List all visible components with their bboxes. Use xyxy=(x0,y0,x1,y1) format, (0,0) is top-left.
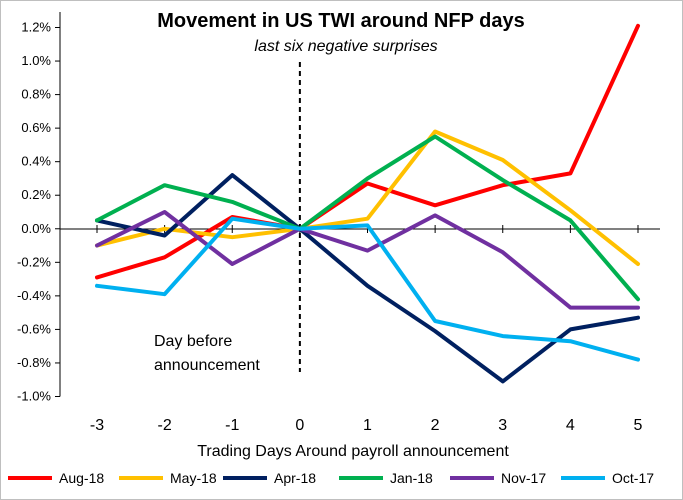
x-tick-label: 2 xyxy=(431,417,440,434)
x-tick-label: 0 xyxy=(295,417,304,434)
legend-label-apr-18: Apr-18 xyxy=(274,470,316,486)
legend: Aug-18 May-18 Apr-18 Jan-18 Nov-17 Oct-17 xyxy=(8,470,654,486)
y-tick-label: -1.0% xyxy=(17,389,51,404)
y-tick-label: -0.8% xyxy=(17,355,51,370)
y-tick-label: 0.8% xyxy=(21,87,51,102)
y-tick-label: 0.6% xyxy=(21,120,51,135)
chart-subtitle: last six negative surprises xyxy=(254,38,437,55)
y-tick-label: -0.4% xyxy=(17,288,51,303)
legend-label-jan-18: Jan-18 xyxy=(390,470,433,486)
y-axis: -1.0% -0.8% -0.6% -0.4% -0.2% 0.0% 0.2% 0.4% 0.6… xyxy=(17,12,61,404)
x-axis: -3 -2 -1 0 1 2 3 4 5 xyxy=(60,225,660,434)
x-tick-label: 4 xyxy=(566,417,575,434)
series-layer xyxy=(95,23,640,384)
x-tick-label: -1 xyxy=(225,417,239,434)
x-tick-label: 1 xyxy=(363,417,372,434)
legend-label-oct-17: Oct-17 xyxy=(612,470,654,486)
series-line-may-18 xyxy=(95,129,640,266)
series-line-oct-17 xyxy=(95,216,640,362)
annotation-line2: announcement xyxy=(154,357,260,374)
y-tick-label: -0.6% xyxy=(17,321,51,336)
y-tick-label: 0.0% xyxy=(21,221,51,236)
series-line-jan-18 xyxy=(95,134,640,302)
legend-label-may-18: May-18 xyxy=(170,470,217,486)
y-tick-label: -0.2% xyxy=(17,254,51,269)
x-tick-label: 5 xyxy=(634,417,643,434)
series-line-apr-18 xyxy=(95,173,640,384)
y-tick-label: 0.4% xyxy=(21,154,51,169)
chart-title: Movement in US TWI around NFP days xyxy=(157,10,524,32)
legend-label-aug-18: Aug-18 xyxy=(59,470,104,486)
x-axis-label: Trading Days Around payroll announcement xyxy=(197,443,509,460)
legend-label-nov-17: Nov-17 xyxy=(501,470,546,486)
x-tick-label: -2 xyxy=(158,417,172,434)
y-tick-label: 1.0% xyxy=(21,53,51,68)
x-tick-label: -3 xyxy=(90,417,104,434)
x-tick-label: 3 xyxy=(498,417,507,434)
series-line-aug-18 xyxy=(95,23,640,280)
y-tick-label: 0.2% xyxy=(21,187,51,202)
series-line-nov-17 xyxy=(95,210,640,310)
y-tick-label: 1.2% xyxy=(21,20,51,35)
annotation-line1: Day before xyxy=(154,333,232,350)
